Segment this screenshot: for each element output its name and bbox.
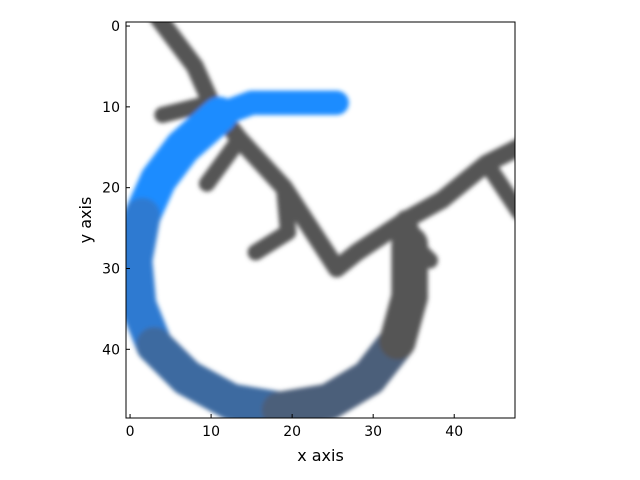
heatmap-image bbox=[126, 22, 515, 418]
plot-background bbox=[126, 22, 515, 418]
x-tick-label: 10 bbox=[202, 424, 220, 440]
gray-branch-c bbox=[247, 179, 297, 261]
y-tick-label: 10 bbox=[102, 100, 120, 116]
x-axis-label: x axis bbox=[297, 446, 344, 465]
x-tick-label: 30 bbox=[364, 424, 382, 440]
x-tick-label: 0 bbox=[126, 424, 135, 440]
plot-frame bbox=[125, 21, 516, 419]
gray-branch-b bbox=[198, 131, 248, 192]
x-tick-label: 40 bbox=[445, 424, 463, 440]
gray-diagonal-line bbox=[150, 22, 515, 278]
y-tick-label: 40 bbox=[102, 342, 120, 358]
y-tick-label: 0 bbox=[111, 19, 120, 35]
gray-branch-a bbox=[154, 94, 220, 124]
y-tick-label: 20 bbox=[102, 181, 120, 197]
y-tick-label: 30 bbox=[102, 261, 120, 277]
y-axis-label: y axis bbox=[76, 197, 95, 244]
x-axis-ticks: 0 10 20 30 40 bbox=[126, 414, 463, 440]
x-tick-label: 20 bbox=[283, 424, 301, 440]
gray-branch-d bbox=[478, 155, 515, 219]
y-axis-ticks: 0 10 20 30 40 bbox=[102, 19, 130, 358]
